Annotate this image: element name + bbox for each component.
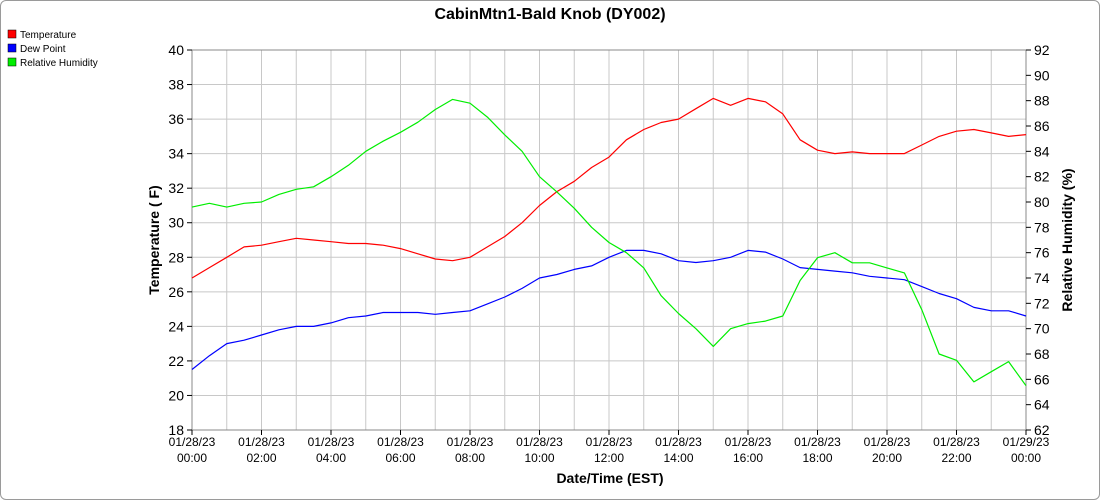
series-lines — [191, 97, 1027, 387]
y-left-tick-label: 30 — [168, 215, 184, 231]
y-left-tick-label: 20 — [168, 387, 184, 403]
y-right-tick-label: 80 — [1034, 194, 1050, 210]
x-tick-date-label: 01/28/23 — [864, 435, 911, 449]
dew-point-legend-swatch — [7, 43, 17, 53]
y-right-tick-label: 78 — [1034, 219, 1050, 235]
x-tick-date-label: 01/28/23 — [794, 435, 841, 449]
y-right-tick-label: 90 — [1034, 67, 1050, 83]
dew-point-legend-label: Dew Point — [20, 44, 66, 55]
y-right-tick-label: 68 — [1034, 346, 1050, 362]
relative-humidity-legend-swatch — [7, 57, 17, 67]
y-left-tick-label: 24 — [168, 318, 184, 334]
x-tick-date-label: 01/28/23 — [238, 435, 285, 449]
x-tick-time-label: 02:00 — [246, 451, 276, 465]
x-tick-time-label: 12:00 — [594, 451, 624, 465]
y-axis-right-ticks: 62 64 66 68 70 72 74 76 78 80 82 84 86 88 90 92 — [1026, 42, 1050, 438]
y-right-tick-label: 84 — [1034, 143, 1050, 159]
y-left-tick-label: 28 — [168, 249, 184, 265]
x-tick-date-label: 01/28/23 — [169, 435, 216, 449]
x-tick-date-label: 01/28/23 — [725, 435, 772, 449]
y-right-tick-label: 62 — [1034, 422, 1050, 438]
legend: Temperature Dew Point Relative Humidity — [7, 29, 98, 69]
x-tick-date-label: 01/28/23 — [655, 435, 702, 449]
y-right-tick-label: 70 — [1034, 321, 1050, 337]
dew-point-series-line — [191, 249, 1027, 370]
x-tick-date-label: 01/28/23 — [377, 435, 424, 449]
x-tick-time-label: 00:00 — [177, 451, 207, 465]
y-left-tick-label: 36 — [168, 111, 184, 127]
y-axis-right-label: Relative Humidity (%) — [1059, 168, 1075, 311]
x-tick-date-label: 01/28/23 — [516, 435, 563, 449]
x-tick-time-label: 06:00 — [385, 451, 415, 465]
y-left-tick-label: 34 — [168, 146, 184, 162]
y-left-tick-label: 38 — [168, 77, 184, 93]
y-left-tick-label: 18 — [168, 422, 184, 438]
y-right-tick-label: 72 — [1034, 295, 1050, 311]
x-tick-date-label: 01/28/23 — [308, 435, 355, 449]
x-tick-time-label: 18:00 — [802, 451, 832, 465]
x-tick-time-label: 08:00 — [455, 451, 485, 465]
x-tick-date-label: 01/28/23 — [933, 435, 980, 449]
x-tick-date-label: 01/28/23 — [586, 435, 633, 449]
y-axis-left-ticks: 18 20 22 24 26 28 30 32 34 36 38 40 — [168, 42, 192, 438]
x-tick-time-label: 16:00 — [733, 451, 763, 465]
x-tick-time-label: 10:00 — [524, 451, 554, 465]
x-axis-ticks: 01/28/23 00:00 01/28/23 02:00 01/28/23 04:00 0… — [169, 430, 1050, 465]
x-tick-time-label: 20:00 — [872, 451, 902, 465]
temperature-legend-swatch — [7, 29, 17, 39]
x-tick-date-label: 01/29/23 — [1003, 435, 1050, 449]
y-left-tick-label: 26 — [168, 284, 184, 300]
y-right-tick-label: 92 — [1034, 42, 1050, 58]
y-right-tick-label: 76 — [1034, 245, 1050, 261]
y-left-tick-label: 22 — [168, 353, 184, 369]
temperature-legend-label: Temperature — [20, 30, 77, 41]
y-left-tick-label: 32 — [168, 180, 184, 196]
y-axis-left-label: Temperature ( F) — [146, 185, 162, 294]
relative-humidity-legend-label: Relative Humidity — [20, 58, 98, 69]
relative-humidity-series-line — [191, 98, 1027, 387]
temperature-series-line — [191, 97, 1027, 279]
x-tick-time-label: 22:00 — [941, 451, 971, 465]
y-right-tick-label: 74 — [1034, 270, 1050, 286]
x-tick-date-label: 01/28/23 — [447, 435, 494, 449]
y-right-tick-label: 64 — [1034, 397, 1050, 413]
x-tick-time-label: 00:00 — [1011, 451, 1041, 465]
x-tick-time-label: 14:00 — [663, 451, 693, 465]
y-right-tick-label: 82 — [1034, 169, 1050, 185]
y-left-tick-label: 40 — [168, 42, 184, 58]
y-right-tick-label: 86 — [1034, 118, 1050, 134]
x-tick-time-label: 04:00 — [316, 451, 346, 465]
chart-title: CabinMtn1-Bald Knob (DY002) — [434, 6, 665, 23]
x-axis-label: Date/Time (EST) — [556, 470, 663, 486]
y-right-tick-label: 88 — [1034, 93, 1050, 109]
y-right-tick-label: 66 — [1034, 371, 1050, 387]
